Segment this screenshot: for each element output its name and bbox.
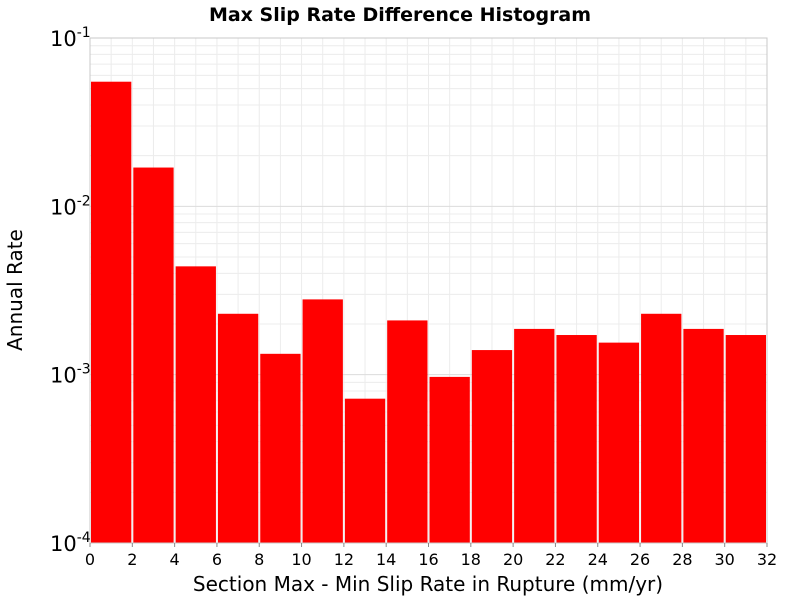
bar xyxy=(556,335,597,543)
x-tick-label: 32 xyxy=(757,550,777,569)
x-tick-label: 6 xyxy=(212,550,222,569)
bar xyxy=(429,376,470,543)
x-tick-labels: 0 2 4 6 8 10 12 14 16 18 20 22 24 26 28 30 32 xyxy=(85,543,777,569)
x-tick-label: 8 xyxy=(254,550,264,569)
y-tick-labels: 10-4 10-3 10-2 10-1 xyxy=(50,25,91,556)
y-tick-label: 10-4 xyxy=(50,530,91,556)
y-axis-label: Annual Rate xyxy=(3,229,27,351)
bar xyxy=(471,350,513,543)
x-tick-label: 14 xyxy=(376,550,396,569)
x-tick-label: 0 xyxy=(85,550,95,569)
x-tick-label: 4 xyxy=(170,550,180,569)
bar xyxy=(260,353,301,543)
chart-title: Max Slip Rate Difference Histogram xyxy=(209,4,591,26)
bars xyxy=(91,81,766,544)
bar xyxy=(387,320,428,543)
bar xyxy=(683,328,724,543)
x-tick-label: 20 xyxy=(503,550,523,569)
bar xyxy=(133,167,174,544)
bar xyxy=(91,81,132,543)
x-tick-label: 10 xyxy=(291,550,311,569)
x-tick-label: 18 xyxy=(461,550,481,569)
y-tick-label: 10-3 xyxy=(50,362,91,388)
bar xyxy=(641,313,682,543)
bar xyxy=(598,342,640,543)
x-tick-label: 22 xyxy=(545,550,565,569)
x-axis-label: Section Max - Min Slip Rate in Rupture (… xyxy=(193,572,663,596)
x-tick-label: 12 xyxy=(334,550,354,569)
x-tick-label: 28 xyxy=(672,550,692,569)
bar xyxy=(725,335,766,543)
bar xyxy=(175,266,216,543)
bar xyxy=(302,299,343,543)
x-tick-label: 16 xyxy=(418,550,438,569)
x-tick-label: 26 xyxy=(630,550,650,569)
x-tick-label: 2 xyxy=(127,550,137,569)
y-tick-label: 10-1 xyxy=(50,25,91,51)
bar xyxy=(514,328,555,543)
x-tick-label: 24 xyxy=(588,550,608,569)
x-tick-label: 30 xyxy=(715,550,735,569)
bar xyxy=(344,398,386,543)
y-tick-label: 10-2 xyxy=(50,193,91,219)
bar xyxy=(217,313,259,543)
